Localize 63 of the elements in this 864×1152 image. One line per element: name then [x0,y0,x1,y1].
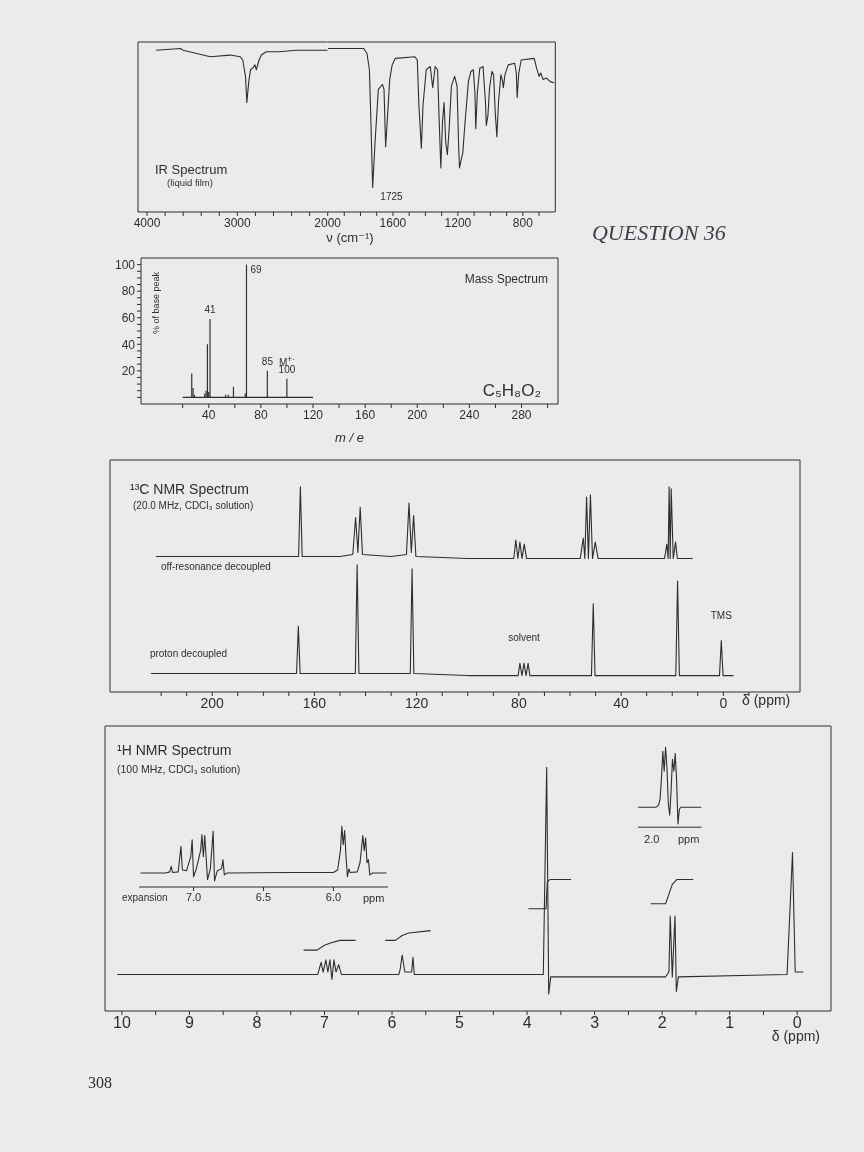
y-tick-label: 60 [121,310,136,325]
x-tick-label: 4 [522,1014,532,1032]
annotation: 41 [204,304,216,316]
text: Mass Spectrum [464,272,548,286]
x-tick-label: 1 [725,1014,735,1032]
y-axis-title: % of base peak [150,271,161,335]
x-tick-label: 120 [404,694,429,711]
series-label: proton decoupled [149,647,228,659]
series-label: off-resonance decoupled [161,561,271,573]
x-tick-label: 40 [202,407,216,422]
x-tick-label: 3000 [224,215,252,230]
x-tick-label: 0 [719,694,728,711]
annotation: solvent [508,632,540,644]
y-tick-label: 40 [121,337,136,352]
text: (20.0 MHz, CDCl₃ solution) [133,500,254,511]
x-tick-label: 200 [200,694,225,711]
text: expansion [122,891,168,903]
x-tick-label: 80 [511,694,527,711]
x-tick-label: 10 [112,1014,131,1032]
annotation: 1725 [380,191,403,203]
x-tick-label: 40 [613,694,630,711]
annotation: TMS [710,609,732,621]
x-tick-label: 8 [252,1014,262,1032]
x-tick-label: 1200 [444,215,472,230]
x-tick-label: 160 [302,694,327,711]
x-axis-title: ppm [677,833,700,845]
x-tick-label: 4000 [133,215,161,230]
y-tick-label: 100 [114,257,136,272]
x-tick-label: 7 [320,1014,330,1032]
y-tick-label: 80 [121,284,136,299]
x-axis-title: ppm [362,891,385,904]
annotation: C₅H₈O₂ [482,381,541,400]
x-tick-label: 6.5 [256,891,272,904]
chart-title: ¹H NMR Spectrum [117,742,232,758]
x-tick-label: 9 [184,1014,194,1032]
x-tick-label: 5 [455,1014,465,1032]
x-tick-label: 80 [254,407,268,422]
annotation: 2.0 [644,833,660,845]
x-axis-title: m / e [335,430,364,445]
x-tick-label: 3 [590,1014,600,1032]
annotation: 69 [250,263,262,275]
x-tick-label: 120 [303,407,324,422]
text: 308 [88,1074,112,1091]
x-tick-label: 160 [355,407,376,422]
x-tick-label: 1600 [379,215,407,230]
x-tick-label: 800 [512,215,533,230]
text: IR Spectrum [155,162,228,177]
x-tick-label: 6 [387,1014,397,1032]
chart-title: ¹³C NMR Spectrum [130,481,250,497]
text: QUESTION 36 [591,220,726,245]
x-tick-label: 6.0 [326,891,342,904]
x-tick-label: 2 [657,1014,667,1032]
x-tick-label: 2000 [314,215,342,230]
x-axis-title: δ (ppm) [742,692,791,708]
y-tick-label: 20 [121,364,136,379]
x-tick-label: 240 [459,407,480,422]
text: (liquid film) [167,177,213,188]
x-tick-label: 7.0 [186,891,202,904]
x-tick-label: 200 [407,407,428,422]
x-axis-title: ν (cm⁻¹) [326,230,374,245]
chart-subtitle: (100 MHz, CDCl₃ solution) [117,763,241,775]
x-tick-label: 280 [511,407,532,422]
annotation: 85 [261,355,273,367]
